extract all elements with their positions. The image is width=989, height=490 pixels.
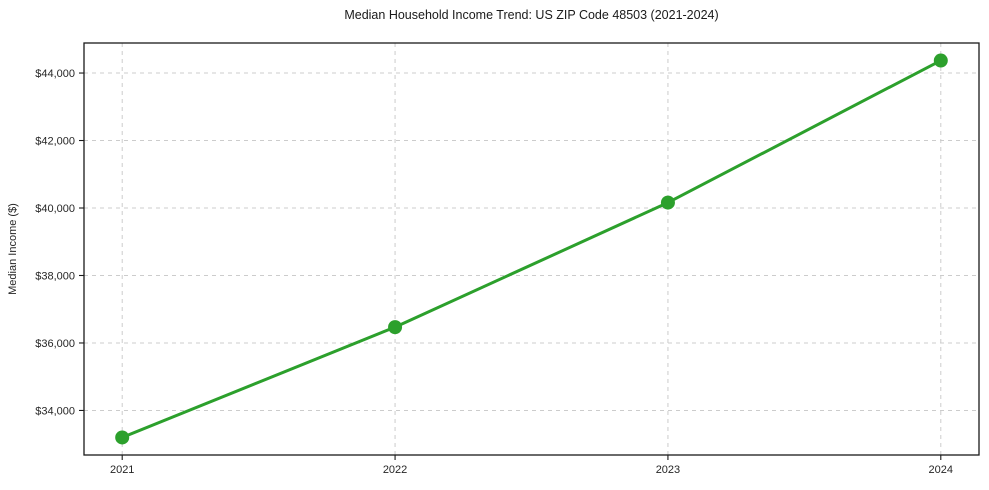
data-point [933, 53, 948, 68]
y-tick-label: $36,000 [35, 338, 75, 350]
income-trend-line [120, 59, 943, 439]
x-tick-label: 2022 [383, 464, 407, 476]
x-tick-label: 2021 [110, 464, 134, 476]
data-point [388, 320, 403, 335]
x-tick-label: 2023 [656, 464, 680, 476]
data-point [115, 430, 130, 445]
y-tick-label: $42,000 [35, 135, 75, 147]
chart-title: Median Household Income Trend: US ZIP Co… [344, 8, 719, 22]
axes-border [83, 42, 980, 456]
y-tick-label: $40,000 [35, 203, 75, 215]
data-point [660, 195, 675, 210]
y-tick-label: $38,000 [35, 270, 75, 282]
x-tick-label: 2024 [929, 464, 953, 476]
y-tick-label: $44,000 [35, 68, 75, 80]
y-tick-label: $34,000 [35, 405, 75, 417]
